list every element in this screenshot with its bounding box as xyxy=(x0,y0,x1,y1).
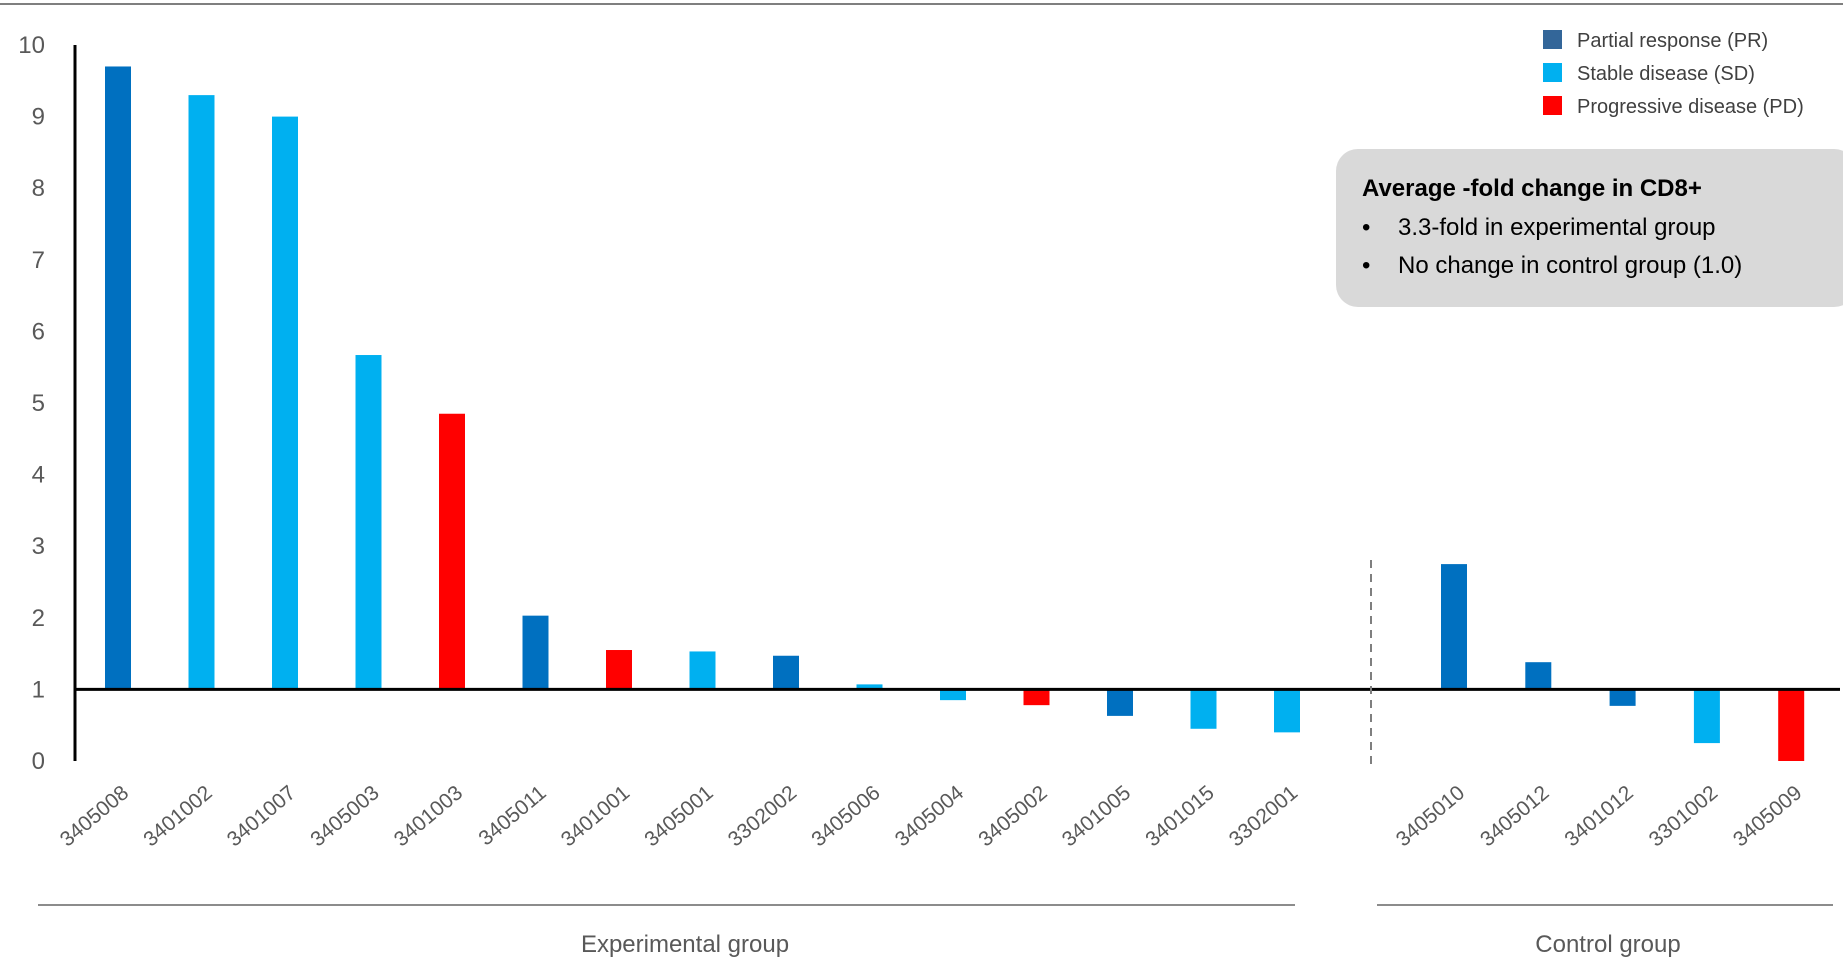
group-label: Experimental group xyxy=(581,931,789,958)
bullet-icon: • xyxy=(1362,214,1370,241)
bar xyxy=(439,413,465,690)
x-tick-label: 3405001 xyxy=(640,781,717,851)
legend-swatch xyxy=(1543,30,1562,49)
bar xyxy=(355,355,382,690)
x-tick-label: 3401001 xyxy=(557,781,634,851)
y-tick-label: 5 xyxy=(32,390,45,417)
x-tick-label: 3405004 xyxy=(891,781,969,851)
x-tick-label: 3401002 xyxy=(139,781,216,851)
bar xyxy=(1441,564,1467,690)
legend-label: Partial response (PR) xyxy=(1577,30,1768,52)
bullet-icon: • xyxy=(1362,252,1370,279)
x-tick-label: 3401012 xyxy=(1560,781,1637,851)
legend-label: Progressive disease (PD) xyxy=(1577,96,1804,118)
y-tick-label: 6 xyxy=(32,318,45,345)
bar xyxy=(105,66,131,690)
annotation-bullet: 3.3-fold in experimental group xyxy=(1398,214,1716,241)
y-tick-label: 3 xyxy=(32,533,45,560)
y-tick-label: 9 xyxy=(32,104,45,131)
x-tick-label: 3405010 xyxy=(1392,781,1469,851)
x-tick-label: 3302002 xyxy=(724,781,801,851)
annotation-title: Average -fold change in CD8+ xyxy=(1362,175,1702,202)
x-tick-label: 3401005 xyxy=(1058,781,1135,851)
bar xyxy=(1609,689,1636,706)
bar xyxy=(1778,689,1805,761)
bar xyxy=(606,650,632,690)
x-tick-label: 3401003 xyxy=(390,781,467,851)
legend-label: Stable disease (SD) xyxy=(1577,63,1755,85)
x-tick-label: 3302001 xyxy=(1225,781,1302,851)
bar xyxy=(689,651,716,690)
y-tick-label: 10 xyxy=(18,32,45,59)
x-tick-label: 3405012 xyxy=(1476,781,1553,851)
bar xyxy=(1693,689,1720,744)
legend-swatch xyxy=(1543,96,1562,115)
bar xyxy=(773,655,799,690)
x-tick-label: 3405009 xyxy=(1729,781,1806,851)
y-tick-label: 8 xyxy=(32,175,45,202)
bar xyxy=(1107,689,1133,716)
bar xyxy=(1023,689,1050,706)
x-tick-label: 3405011 xyxy=(474,781,550,850)
annotation-box xyxy=(1336,149,1843,307)
bar xyxy=(188,95,215,690)
x-tick-label: 3405002 xyxy=(974,781,1051,851)
x-tick-label: 3405006 xyxy=(807,781,884,851)
annotation-bullet: No change in control group (1.0) xyxy=(1398,252,1742,279)
bar xyxy=(1190,689,1217,729)
bar xyxy=(272,116,298,690)
y-tick-label: 2 xyxy=(32,605,45,632)
bar xyxy=(856,684,883,690)
x-tick-label: 3401015 xyxy=(1141,781,1218,851)
y-tick-label: 4 xyxy=(32,462,45,489)
x-tick-label: 3301002 xyxy=(1645,781,1722,851)
group-label: Control group xyxy=(1535,931,1680,958)
x-tick-label: 3405003 xyxy=(306,781,383,851)
y-tick-label: 7 xyxy=(32,247,45,274)
bar xyxy=(1274,689,1300,733)
bar xyxy=(522,615,549,690)
y-tick-label: 0 xyxy=(32,748,45,775)
x-tick-label: 3405008 xyxy=(56,781,133,851)
x-tick-label: 3401007 xyxy=(223,781,300,851)
bar xyxy=(1525,662,1552,690)
legend-swatch xyxy=(1543,63,1562,82)
bar xyxy=(940,689,966,701)
y-tick-label: 1 xyxy=(32,676,45,703)
